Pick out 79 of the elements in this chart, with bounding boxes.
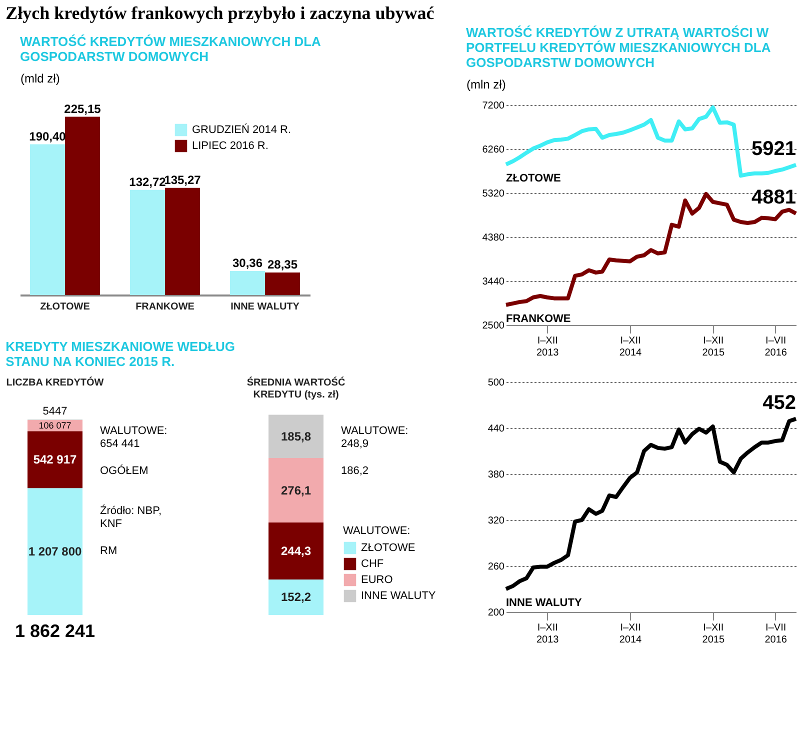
data-label: 5447 xyxy=(42,405,68,418)
bar xyxy=(268,458,324,522)
chart-subtitle: WARTOŚĆ KREDYTÓW MIESZKANIOWYCH DLA GOSPODARSTW DOMOWYCH xyxy=(20,34,322,64)
text: RM xyxy=(100,545,118,557)
y-axis-title: (mld zł) xyxy=(20,72,60,86)
x-tick-label: LICZBA KREDYTÓW xyxy=(6,376,104,388)
series-label: INNE WALUTY xyxy=(506,597,582,609)
bar xyxy=(65,116,100,295)
annotation: 4881 xyxy=(752,186,796,209)
y-tick-label: 440 xyxy=(488,424,505,434)
y-tick-label: 5320 xyxy=(482,188,505,200)
x-tick-label: I–XII 2013 xyxy=(536,622,560,646)
text: OGÓŁEM xyxy=(100,464,148,477)
y-tick-label: 7200 xyxy=(482,100,505,112)
text: Źródło: NBP, KNF xyxy=(100,504,162,530)
data-label: 244,3 xyxy=(280,544,312,558)
y-tick-label: 320 xyxy=(488,516,505,526)
bar xyxy=(268,522,324,580)
y-tick-label: 260 xyxy=(488,562,505,572)
chart-title: WARTOŚĆ KREDYTÓW Z UTRATĄ WARTOŚCI W PORTFELU KREDYTÓW MIESZKANIOWYCH DLA GOSPODARSTW DOMOWYCH xyxy=(466,25,772,70)
y-tick-label: 3440 xyxy=(482,276,505,288)
y-tick-label: 380 xyxy=(488,470,505,480)
x-tick-label: I–XII 2013 xyxy=(536,336,560,358)
data-label: 185,8 xyxy=(280,429,312,444)
legend-label: INNE WALUTY xyxy=(361,590,436,602)
legend-label: EURO xyxy=(361,574,394,586)
bar xyxy=(268,579,324,615)
legend-title: WALUTOWE: xyxy=(341,425,408,437)
bar xyxy=(165,188,200,295)
y-tick-label: 4380 xyxy=(482,232,505,244)
data-label: 106 077 xyxy=(38,420,72,431)
data-label: 1 207 800 xyxy=(28,544,82,559)
x-tick-label: I–VII 2016 xyxy=(764,336,788,358)
legend-label: GRUDZIEŃ 2014 R. xyxy=(192,123,292,136)
x-tick-label: ŚREDNIA WARTOŚĆ KREDYTU (tys. zł) xyxy=(246,376,346,400)
data-label: 152,2 xyxy=(280,590,312,604)
data-label: 225,15 xyxy=(64,102,102,116)
y-tick-label: 6260 xyxy=(482,144,505,156)
x-tick-label: ZŁOTOWE xyxy=(40,302,90,312)
text: WALUTOWE: 654 441 xyxy=(100,425,168,450)
y-axis-title: (mln zł) xyxy=(466,78,506,92)
x-tick-label: FRANKOWE xyxy=(136,302,195,312)
legend-label: CHF xyxy=(361,558,384,570)
bar xyxy=(28,431,82,488)
x-tick-label: I–XII 2014 xyxy=(619,336,642,358)
x-tick-label: I–XII 2015 xyxy=(702,622,725,646)
annotation: 5921 xyxy=(752,138,796,160)
line-series xyxy=(504,192,798,307)
x-tick-label: INNE WALUTY xyxy=(230,302,300,312)
data-label: 135,27 xyxy=(164,172,202,187)
bar xyxy=(30,144,65,295)
data-label: 30,36 xyxy=(232,256,263,270)
data-label: 28,35 xyxy=(267,258,298,272)
legend-label: ZŁOTOWE xyxy=(361,542,416,554)
text: KREDYTY MIESZKANIOWE WEDŁUG STANU NA KONIEC 2015 R. xyxy=(6,339,236,369)
x-tick-label: I–XII 2015 xyxy=(702,336,725,358)
total-label: 1 862 241 xyxy=(14,621,96,641)
series-label: FRANKOWE xyxy=(506,312,571,325)
bar xyxy=(28,488,82,615)
chart-title: Złych kredytów frankowych przybyło i zaczyna ubywać xyxy=(6,3,434,23)
y-tick-label: 2500 xyxy=(482,320,505,332)
series-label: ZŁOTOWE xyxy=(506,172,561,184)
text: 186,2 xyxy=(341,465,369,477)
y-tick-label: 200 xyxy=(488,608,505,618)
text: 248,9 xyxy=(341,438,369,450)
x-tick-label: I–XII 2014 xyxy=(619,622,642,646)
bar xyxy=(268,414,324,458)
line-series xyxy=(504,416,798,591)
data-label: 132,72 xyxy=(129,174,166,189)
annotation: 452 xyxy=(762,392,796,414)
data-label: 276,1 xyxy=(280,483,312,498)
bar xyxy=(130,190,165,295)
data-label: 542 917 xyxy=(33,452,78,467)
bar xyxy=(230,270,265,295)
bar xyxy=(265,272,300,295)
legend-label: LIPIEC 2016 R. xyxy=(192,140,268,152)
y-tick-label: 500 xyxy=(488,378,505,388)
text: WALUTOWE: xyxy=(343,525,410,537)
x-tick-label: I–VII 2016 xyxy=(764,622,788,646)
